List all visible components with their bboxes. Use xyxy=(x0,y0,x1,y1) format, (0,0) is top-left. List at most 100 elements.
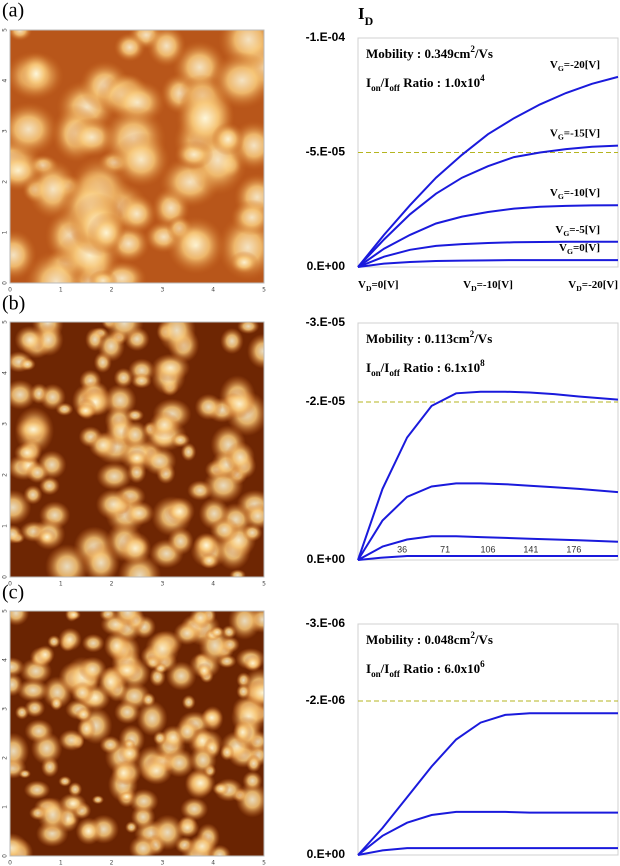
afm-grain xyxy=(123,500,155,526)
series-label-part: V xyxy=(550,127,558,139)
x-tick-label-part: D xyxy=(366,284,372,293)
data-line xyxy=(357,204,619,268)
afm-grain xyxy=(246,678,264,708)
series-label-part: G xyxy=(563,229,569,238)
afm-grain xyxy=(112,132,170,188)
image-x-tick-label: 0 xyxy=(8,287,12,294)
afm-grain xyxy=(236,683,251,700)
afm-grain xyxy=(10,489,32,525)
afm-grain xyxy=(75,403,96,418)
afm-grain xyxy=(58,729,85,751)
afm-grain xyxy=(237,322,260,335)
x-tick-label: 176 xyxy=(566,544,581,554)
image-x-tick-label: 5 xyxy=(262,860,266,866)
afm-grain xyxy=(25,461,49,484)
afm-grain xyxy=(210,51,264,109)
y-tick-label: -3.E-06 xyxy=(306,616,346,630)
annotation-part: Ratio : 6.1x10 xyxy=(400,360,480,375)
image-x-tick-label: 3 xyxy=(160,860,164,866)
annotation-part: I xyxy=(366,360,371,375)
afm-grain xyxy=(87,212,126,254)
afm-grain xyxy=(125,449,149,467)
series-label: VG=-10[V] xyxy=(550,187,600,202)
series-label-part: G xyxy=(567,247,573,256)
data-line xyxy=(357,535,619,561)
y-tick-label: -3.E-05 xyxy=(306,315,346,329)
series-label-part: =-20[V] xyxy=(564,58,600,70)
y-tick-label: 0.E+00 xyxy=(307,552,346,566)
afm-grain xyxy=(66,611,81,621)
y-tick-label: -1.E-04 xyxy=(306,30,346,44)
image-y-tick-label: 1 xyxy=(2,805,9,809)
y-axis-title-part: I xyxy=(358,4,365,23)
y-tick-label: -5.E-05 xyxy=(306,145,346,159)
series-label: VG=-5[V] xyxy=(555,223,600,238)
afm-grain xyxy=(39,476,60,496)
afm-grain xyxy=(194,393,223,421)
x-tick-label-part: =0[V] xyxy=(372,279,399,291)
afm-grain xyxy=(230,199,264,236)
image-y-tick-label: 2 xyxy=(2,473,9,477)
afm-grain xyxy=(246,754,262,773)
annotation-part: I xyxy=(366,661,371,676)
x-tick-label: 36 xyxy=(397,544,407,554)
afm-grain xyxy=(58,793,87,815)
image-x-tick-label: 4 xyxy=(211,860,215,866)
annotation-part: off xyxy=(389,669,401,679)
annotation-part: 8 xyxy=(480,358,485,368)
afm-grain xyxy=(164,497,195,526)
afm-grain xyxy=(58,627,82,651)
series-label-part: G xyxy=(558,64,564,73)
data-line xyxy=(357,482,619,561)
y-tick-label: 0.E+00 xyxy=(307,847,346,861)
y-tick-label: -2.E-06 xyxy=(306,693,346,707)
annotation: Mobility : 0.113cm2/Vs xyxy=(366,329,492,346)
image-x-tick-label: 1 xyxy=(59,287,63,294)
annotation-part: on xyxy=(371,669,381,679)
series-label: VG=-15[V] xyxy=(550,127,600,142)
afm-grain xyxy=(14,325,45,354)
data-line xyxy=(357,390,619,561)
annotation-part: Ratio : 6.0x10 xyxy=(400,661,480,676)
afm-grain xyxy=(166,216,226,275)
afm-grain xyxy=(196,662,212,679)
x-tick-label-part: V xyxy=(568,279,576,291)
afm-grain xyxy=(16,678,50,702)
series-label-part: V xyxy=(550,58,558,70)
plot-frame xyxy=(357,322,619,561)
afm-grain xyxy=(103,631,130,660)
image-y-tick-label: 5 xyxy=(2,609,9,613)
afm-grain xyxy=(23,780,51,800)
afm-grain xyxy=(149,411,180,439)
afm-image xyxy=(10,611,264,856)
panel-label: (b) xyxy=(2,293,25,315)
series-label-part: =-5[V] xyxy=(569,223,600,235)
afm-grain xyxy=(18,52,54,95)
image-x-tick-label: 3 xyxy=(160,287,164,294)
afm-grain xyxy=(220,327,244,355)
afm-grain xyxy=(95,488,132,520)
x-tick-label-part: V xyxy=(463,279,471,291)
afm-grain xyxy=(119,791,134,802)
afm-grain xyxy=(167,527,194,556)
data-line xyxy=(357,847,618,856)
image-y-tick-label: 4 xyxy=(2,79,9,83)
annotation-part: /Vs xyxy=(474,46,493,61)
series-label-part: =0[V] xyxy=(573,242,600,254)
annotation-part: 2 xyxy=(470,329,475,339)
afm-grain xyxy=(189,745,217,775)
afm-grain xyxy=(24,719,54,744)
y-axis-title: ID xyxy=(358,4,373,28)
afm-grain xyxy=(173,621,201,646)
annotation: Mobility : 0.349cm2/Vs xyxy=(366,44,493,61)
image-y-tick-label: 2 xyxy=(2,180,9,184)
image-y-tick-label: 3 xyxy=(2,422,9,426)
afm-grain xyxy=(58,775,72,787)
afm-grain xyxy=(114,700,141,725)
afm-grain xyxy=(15,416,51,442)
image-x-tick-label: 2 xyxy=(110,581,114,588)
afm-grain xyxy=(228,611,262,640)
afm-grain xyxy=(242,770,263,791)
afm-grain xyxy=(18,769,31,779)
image-x-tick-label: 0 xyxy=(8,860,12,866)
